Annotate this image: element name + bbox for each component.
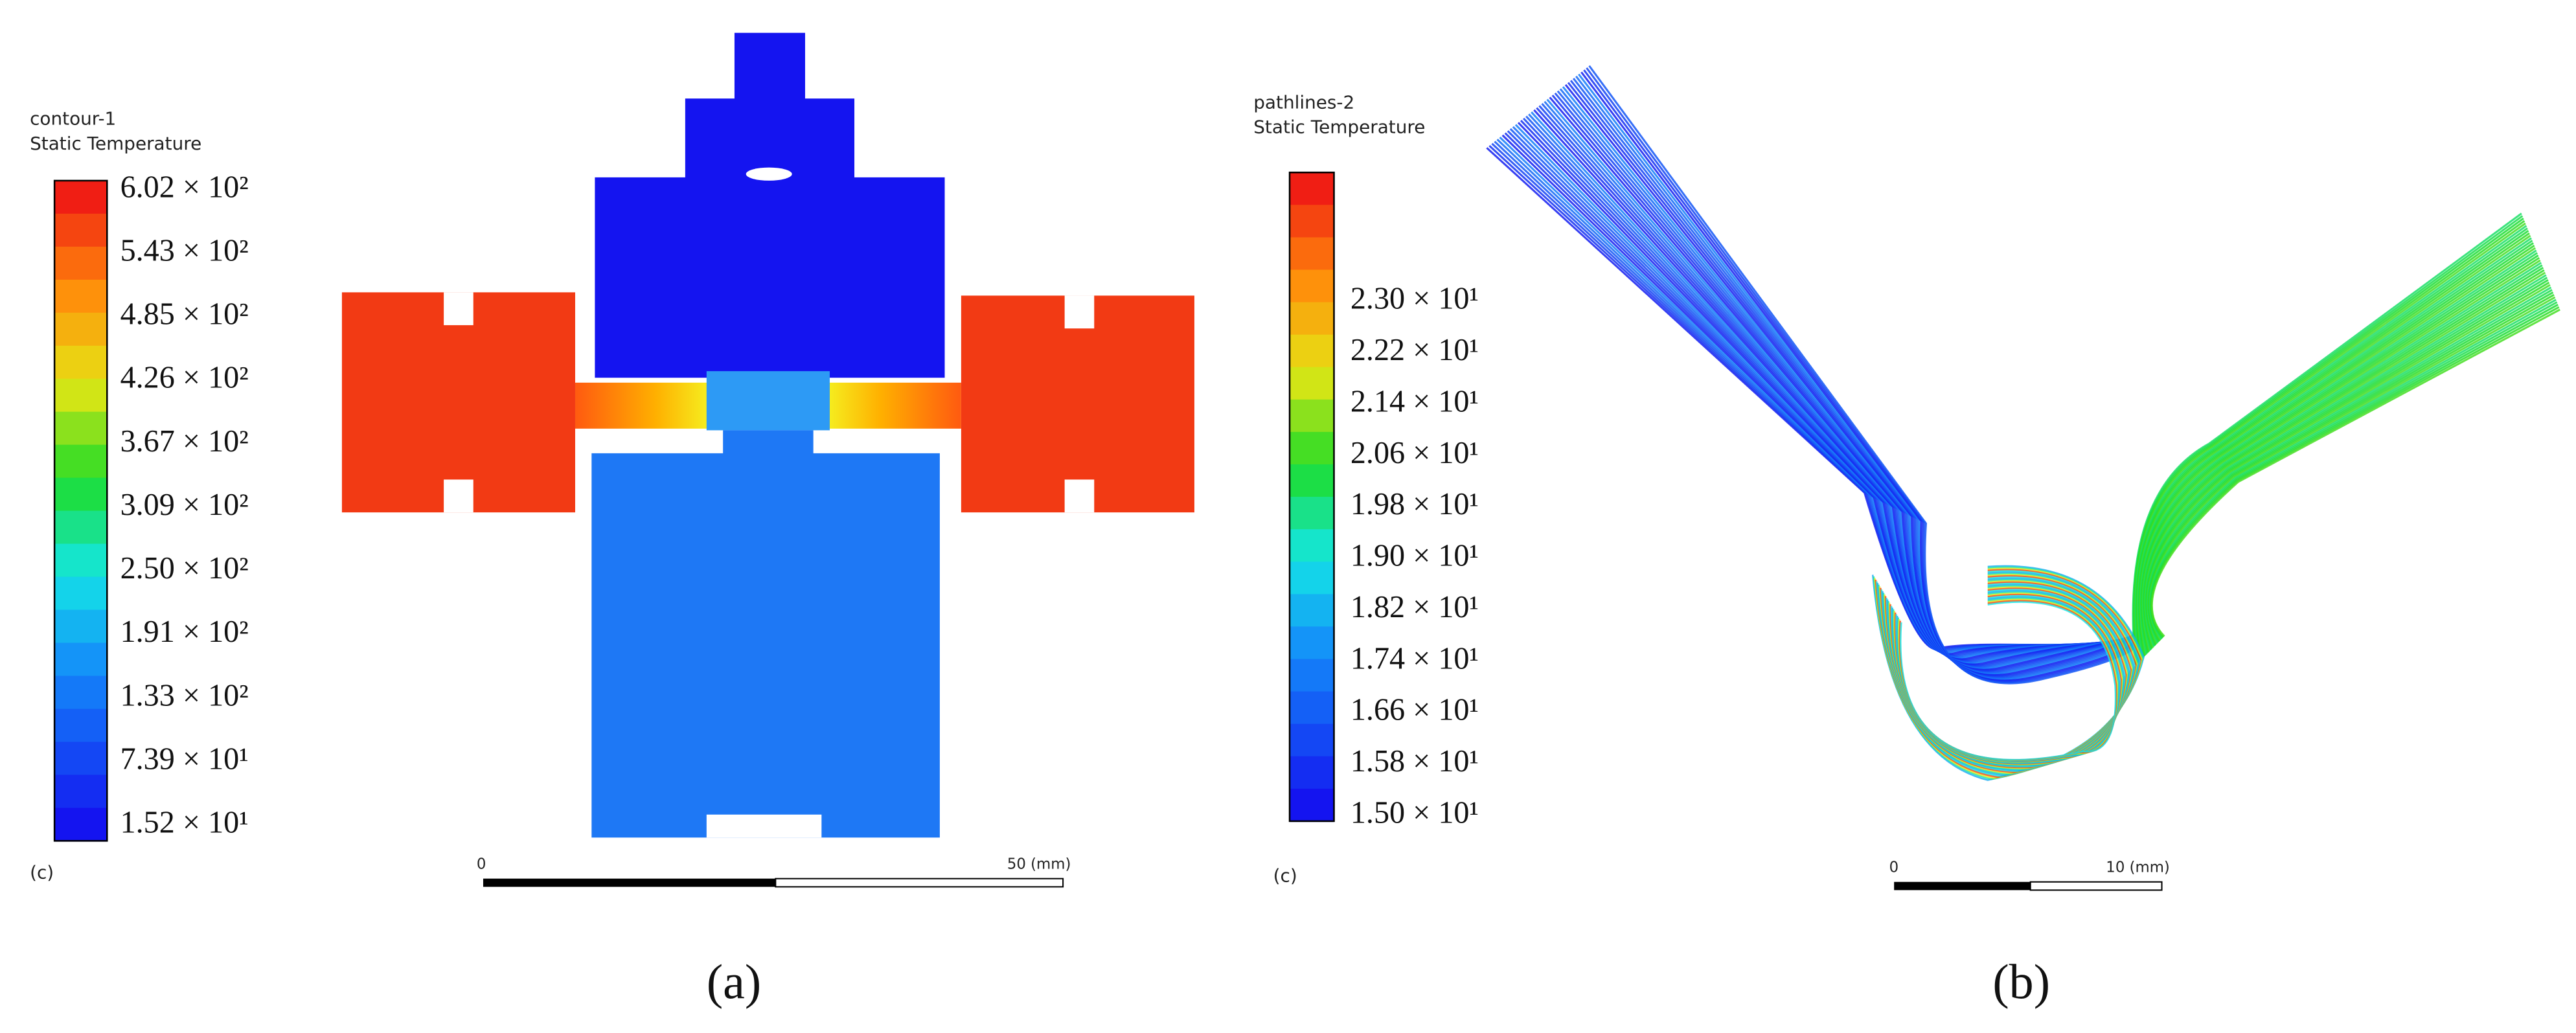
color-band bbox=[54, 742, 108, 776]
legend-label: 2.22 × 10¹ bbox=[1351, 333, 1479, 367]
color-band bbox=[54, 345, 108, 380]
color-band bbox=[54, 576, 108, 611]
legend-label: 1.74 × 10¹ bbox=[1351, 641, 1479, 675]
colorbar: 6.02 × 10² 5.43 × 10² 4.85 × 10² 4.26 × 10²… bbox=[53, 170, 249, 842]
legend-label: 1.91 × 10² bbox=[120, 615, 249, 649]
color-band bbox=[1290, 562, 1334, 595]
legend-label: 1.33 × 10² bbox=[120, 678, 249, 712]
legend-label: 2.50 × 10² bbox=[120, 551, 249, 585]
colorbar: 2.30 × 10¹ 2.22 × 10¹ 2.14 × 10¹ 2.06 × 10¹… bbox=[1288, 171, 1479, 830]
color-band bbox=[54, 775, 108, 809]
scale-bar bbox=[483, 878, 2163, 891]
color-band bbox=[54, 609, 108, 644]
color-band bbox=[1290, 431, 1334, 466]
color-band bbox=[1290, 205, 1334, 238]
color-band bbox=[54, 709, 108, 743]
color-band bbox=[1290, 269, 1334, 303]
pathline bbox=[1900, 601, 2117, 761]
color-band bbox=[54, 642, 108, 677]
color-band bbox=[54, 180, 108, 215]
color-band bbox=[1290, 302, 1334, 335]
color-band bbox=[54, 543, 108, 578]
caption: (b) bbox=[1992, 955, 2050, 1010]
legend-label: 2.14 × 10¹ bbox=[1351, 384, 1479, 418]
legend-label: 1.98 × 10¹ bbox=[1351, 487, 1479, 521]
color-band bbox=[1290, 594, 1334, 628]
legend-label: 1.90 × 10¹ bbox=[1351, 539, 1479, 573]
legend-label: 6.02 × 10² bbox=[120, 170, 249, 204]
legend-label: 7.39 × 10¹ bbox=[120, 742, 249, 777]
legend-label: 1.66 × 10¹ bbox=[1351, 693, 1479, 727]
pathline bbox=[2134, 220, 2525, 663]
legend-label: 2.06 × 10¹ bbox=[1351, 436, 1479, 470]
color-band bbox=[54, 675, 108, 710]
color-band bbox=[54, 808, 108, 842]
legend-label: 4.26 × 10² bbox=[120, 361, 249, 395]
color-band bbox=[54, 510, 108, 545]
color-band bbox=[54, 444, 108, 479]
caption: (a) bbox=[707, 955, 761, 1010]
color-band bbox=[54, 312, 108, 347]
color-band bbox=[1290, 334, 1334, 369]
color-band bbox=[1290, 626, 1334, 660]
legend-label: 3.09 × 10² bbox=[120, 488, 249, 522]
color-band bbox=[1290, 172, 1334, 206]
color-band bbox=[1290, 497, 1334, 530]
colorbar-frame bbox=[53, 179, 108, 842]
legend-label: 5.43 × 10² bbox=[120, 233, 249, 267]
legend-label: 1.58 × 10¹ bbox=[1351, 744, 1479, 778]
color-band bbox=[1290, 237, 1334, 271]
legend-label: 1.50 × 10¹ bbox=[1351, 795, 1479, 830]
color-band bbox=[1290, 659, 1334, 692]
legend-label: 3.67 × 10² bbox=[120, 424, 249, 459]
corner-label: (c) bbox=[1273, 865, 1297, 887]
legend-subtitle: Static Temperature bbox=[1253, 116, 1425, 137]
color-band bbox=[1290, 464, 1334, 498]
scale-start: 0 bbox=[477, 856, 486, 872]
color-band bbox=[54, 279, 108, 314]
legend-label: 1.52 × 10¹ bbox=[120, 806, 249, 840]
color-band bbox=[1290, 529, 1334, 563]
pathline bbox=[2150, 308, 2560, 637]
corner-label: (c) bbox=[30, 862, 54, 883]
legend-subtitle: Static Temperature bbox=[30, 133, 201, 154]
color-band bbox=[1290, 723, 1334, 757]
color-band bbox=[54, 213, 108, 248]
legend-label: 1.82 × 10¹ bbox=[1351, 590, 1479, 624]
pathline bbox=[2134, 222, 2526, 663]
color-band bbox=[1290, 367, 1334, 401]
colorbar-frame bbox=[1288, 171, 1335, 823]
legend-title: pathlines-2 bbox=[1253, 91, 1354, 113]
pathline bbox=[2134, 225, 2527, 662]
color-band bbox=[54, 411, 108, 446]
legend-title: contour-1 bbox=[30, 108, 116, 130]
pathlines bbox=[1486, 65, 2560, 781]
color-band bbox=[54, 477, 108, 512]
color-band bbox=[54, 246, 108, 281]
scale-start: 0 bbox=[1889, 859, 1899, 876]
scale-end: 50 (mm) bbox=[1007, 856, 1071, 872]
scale-end: 10 (mm) bbox=[2106, 859, 2170, 876]
contour-geometry bbox=[341, 32, 1194, 838]
color-band bbox=[54, 378, 108, 413]
legend-label: 4.85 × 10² bbox=[120, 297, 249, 332]
color-band bbox=[1290, 691, 1334, 725]
legend-label: 2.30 × 10¹ bbox=[1351, 282, 1479, 316]
color-band bbox=[1290, 399, 1334, 433]
color-band bbox=[1290, 756, 1334, 790]
color-band bbox=[1290, 788, 1334, 823]
